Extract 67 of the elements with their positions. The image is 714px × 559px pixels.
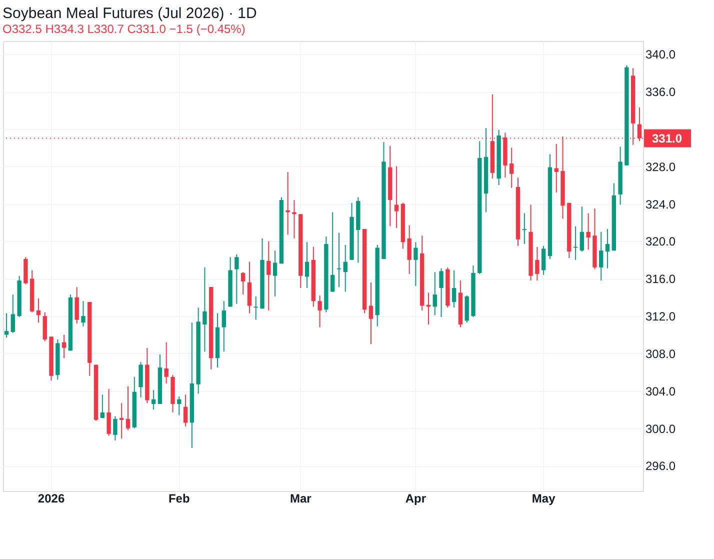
candlestick bbox=[81, 300, 86, 327]
candlestick bbox=[336, 232, 342, 288]
x-tick-label: 2026 bbox=[38, 492, 65, 506]
candlestick bbox=[36, 298, 41, 324]
x-tick-label: Feb bbox=[168, 492, 190, 506]
ref-line-label: 331.0 bbox=[652, 131, 682, 146]
candlestick bbox=[554, 143, 558, 194]
candlestick bbox=[126, 386, 130, 431]
y-tick-label: 340.0 bbox=[646, 48, 676, 62]
candlestick bbox=[222, 300, 226, 352]
y-tick-label: 312.0 bbox=[646, 310, 676, 324]
y-tick-label: 336.0 bbox=[646, 85, 676, 100]
x-tick-label: Apr bbox=[405, 492, 426, 506]
candlestick bbox=[510, 147, 514, 188]
candlestick bbox=[202, 266, 207, 352]
candlestick bbox=[368, 282, 374, 345]
x-tick-label: Mar bbox=[290, 492, 312, 506]
candlestick bbox=[138, 361, 143, 398]
candlestick bbox=[106, 388, 111, 436]
candlestick bbox=[151, 389, 156, 410]
candlestick bbox=[120, 402, 124, 440]
candlestick bbox=[292, 200, 296, 239]
y-tick-label: 304.0 bbox=[646, 384, 676, 398]
candlestick bbox=[164, 342, 168, 384]
candlestick bbox=[113, 416, 118, 441]
y-tick-label: 300.0 bbox=[646, 422, 676, 436]
y-tick-label: 328.0 bbox=[646, 160, 676, 174]
candlestick bbox=[605, 228, 610, 269]
text: O332.5 H334.3 L330.7 C331.0 −1.5 (−0.45%) bbox=[2, 22, 246, 36]
candlestick bbox=[522, 212, 526, 245]
candlestick bbox=[318, 294, 322, 328]
candlestick bbox=[599, 231, 604, 281]
candlestick bbox=[452, 270, 456, 308]
y-tick-label: 308.0 bbox=[646, 346, 676, 361]
y-tick-label: 296.0 bbox=[646, 459, 676, 474]
candlestick bbox=[62, 334, 66, 359]
candlestick bbox=[432, 272, 437, 316]
candlestick bbox=[407, 224, 412, 274]
candlestick bbox=[247, 261, 252, 314]
candlestick bbox=[439, 268, 444, 318]
y-tick-label: 324.0 bbox=[646, 197, 676, 212]
candlestick bbox=[573, 226, 578, 260]
chart-title: Soybean Meal Futures (Jul 2026) · 1D bbox=[2, 5, 257, 22]
y-tick-label: 320.0 bbox=[646, 234, 676, 249]
candlestick bbox=[541, 245, 546, 276]
candlestick bbox=[10, 294, 16, 334]
candlestick bbox=[304, 242, 310, 288]
candlestick bbox=[4, 312, 9, 338]
candlestick bbox=[74, 286, 79, 324]
candlestick bbox=[414, 242, 418, 287]
candlestick bbox=[177, 396, 182, 416]
candlestick bbox=[535, 246, 540, 281]
candlestick bbox=[330, 212, 335, 292]
candlestick bbox=[272, 250, 278, 297]
candlestick bbox=[254, 296, 258, 320]
x-tick-label: May bbox=[532, 492, 556, 506]
candlestick bbox=[580, 206, 584, 252]
candlestick bbox=[586, 212, 590, 250]
candlestick bbox=[240, 272, 246, 296]
y-tick-label: 316.0 bbox=[646, 272, 676, 286]
candlestick bbox=[266, 240, 271, 311]
candlestick bbox=[234, 254, 239, 304]
candlestick bbox=[183, 394, 188, 427]
candlestick bbox=[42, 312, 47, 342]
candlestick bbox=[343, 244, 348, 292]
candlestick bbox=[394, 166, 399, 229]
candlestick bbox=[100, 394, 105, 419]
